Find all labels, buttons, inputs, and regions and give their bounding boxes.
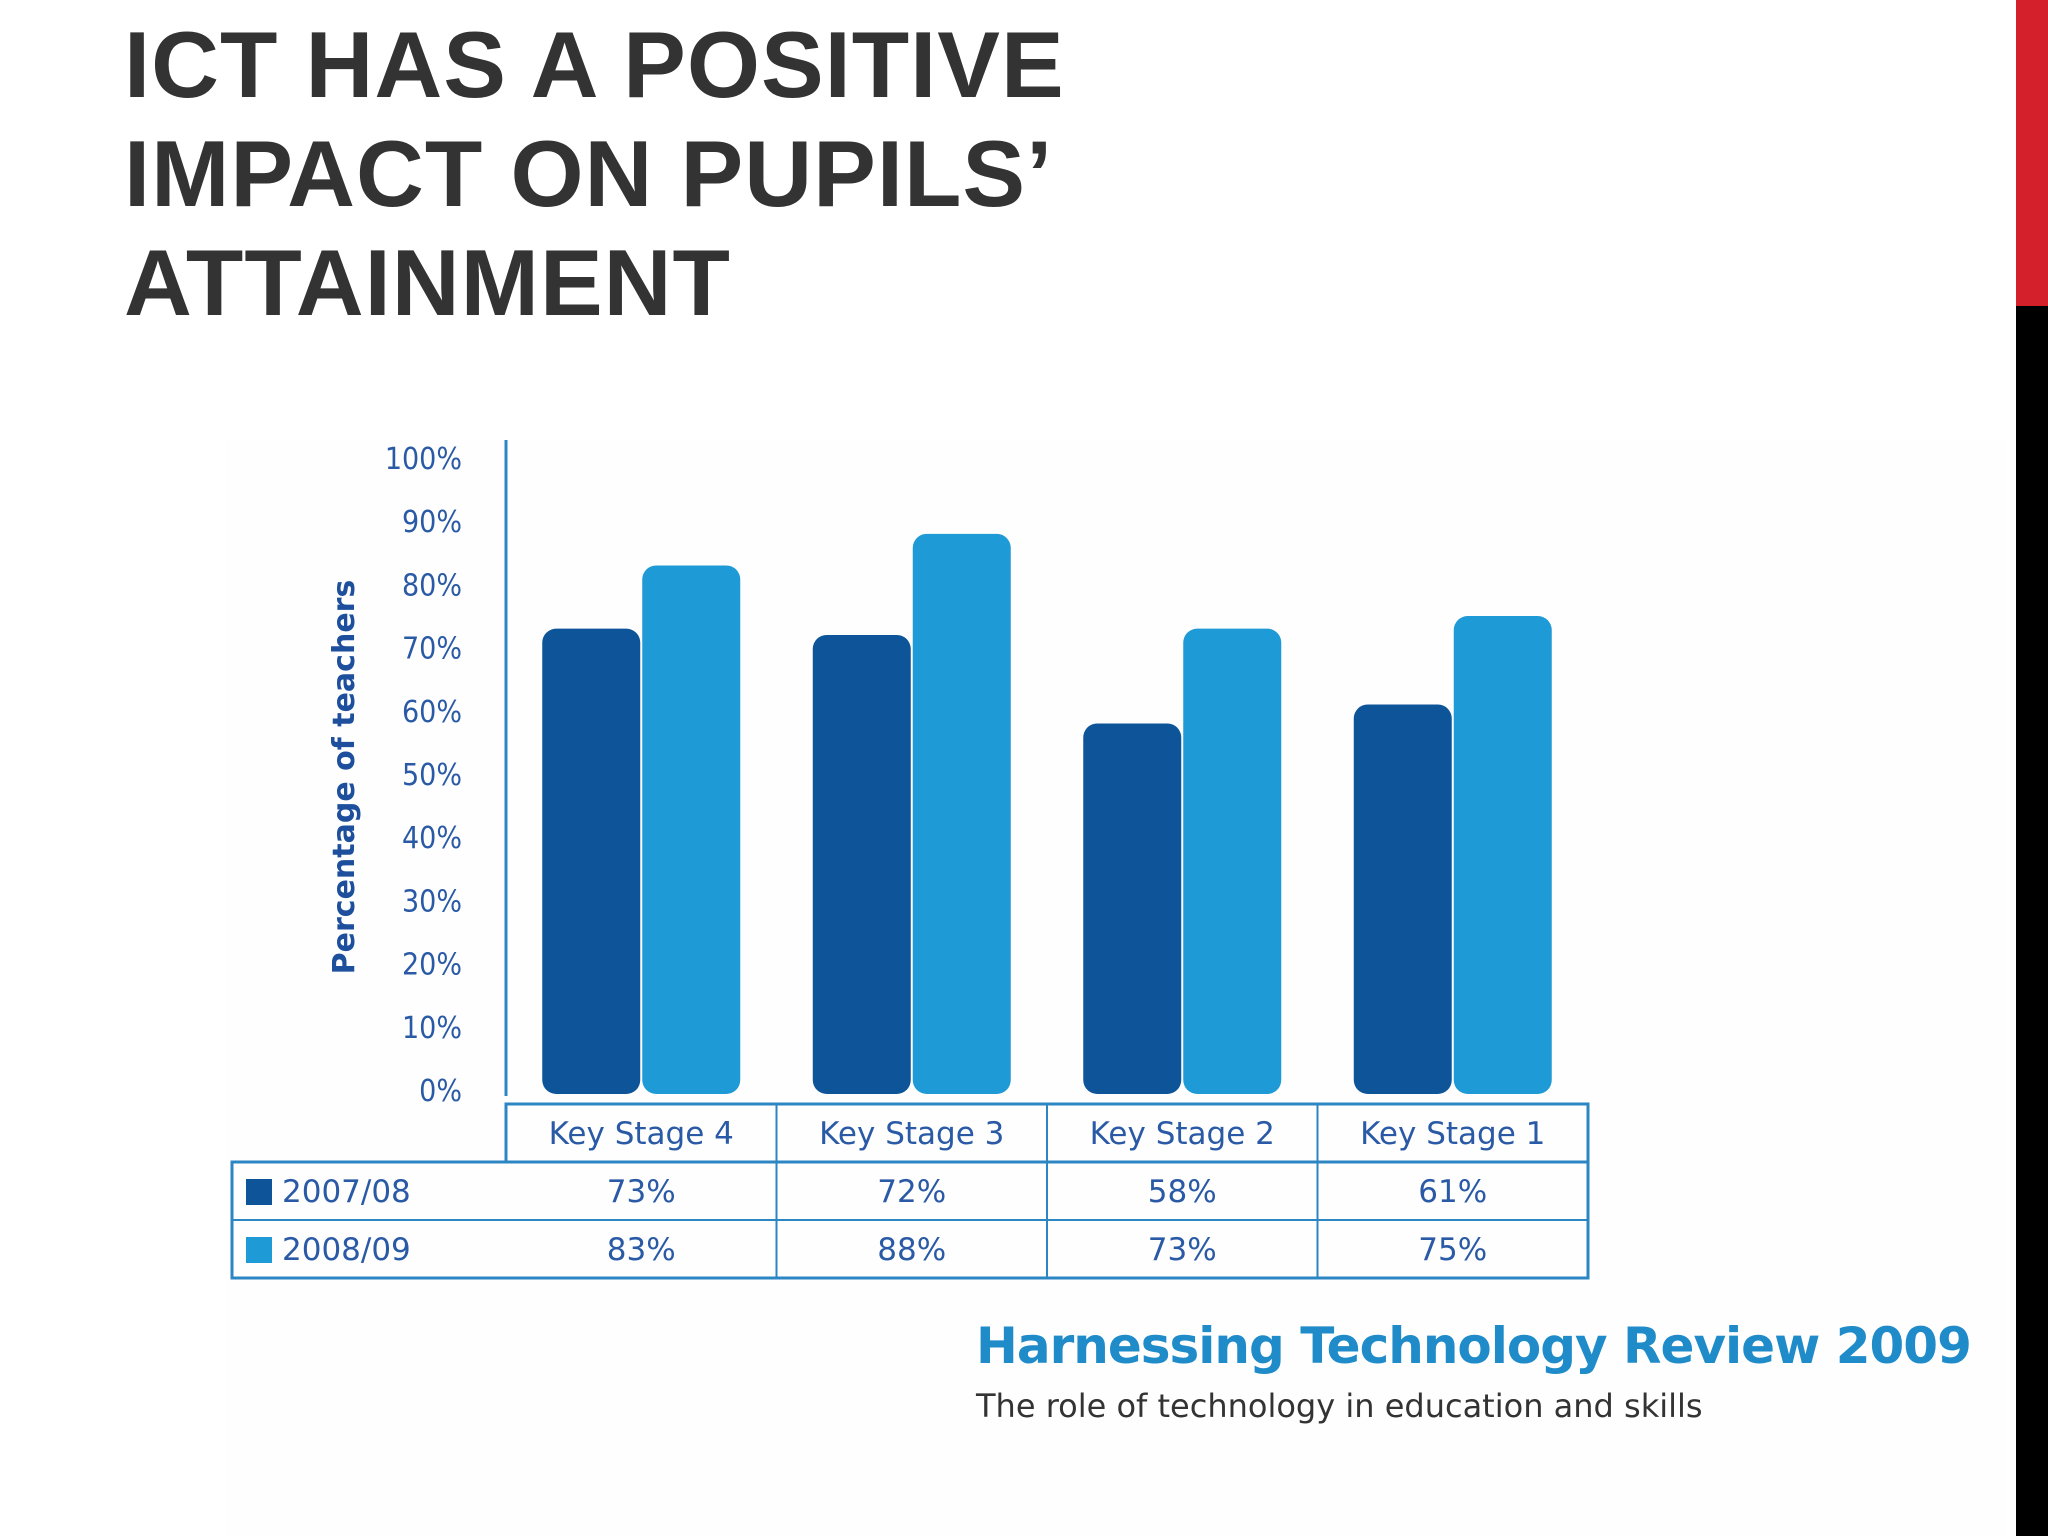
y-tick-label: 10% bbox=[402, 1011, 462, 1046]
legend-swatch bbox=[246, 1237, 272, 1263]
y-tick-label: 40% bbox=[402, 821, 462, 856]
y-tick-label: 80% bbox=[402, 568, 462, 603]
chart-panel: 0% 10% 20% 30% 40% 50% 60% 70% 80% 90% 100% Percent… bbox=[226, 440, 2006, 1536]
right-accent-red-block bbox=[2016, 0, 2048, 306]
legend-label: 2008/09 bbox=[282, 1232, 411, 1268]
legend-label: 2007/08 bbox=[282, 1174, 411, 1210]
bar-series1 bbox=[542, 628, 641, 1094]
y-tick-label: 90% bbox=[402, 505, 462, 540]
data-value-label: 83% bbox=[607, 1232, 676, 1268]
y-tick-label: 0% bbox=[419, 1074, 462, 1109]
y-axis-title: Percentage of teachers bbox=[327, 580, 362, 975]
y-tick-label: 70% bbox=[402, 632, 462, 667]
legend-swatch bbox=[246, 1179, 272, 1205]
bar-series1 bbox=[812, 634, 911, 1094]
y-tick-label: 60% bbox=[402, 695, 462, 730]
data-value-label: 88% bbox=[877, 1232, 946, 1268]
bar-series2 bbox=[1453, 616, 1552, 1094]
data-value-label: 73% bbox=[1148, 1232, 1217, 1268]
y-tick-label: 30% bbox=[402, 884, 462, 919]
bar-series1 bbox=[1353, 704, 1452, 1094]
x-category-label: Key Stage 1 bbox=[1360, 1116, 1545, 1152]
bar-series2 bbox=[642, 565, 741, 1094]
source-title: Harnessing Technology Review 2009 bbox=[976, 1317, 1972, 1375]
bar-series1 bbox=[1083, 723, 1182, 1094]
bar-series2 bbox=[1183, 628, 1282, 1094]
data-value-label: 61% bbox=[1418, 1174, 1487, 1210]
source-subtitle: The role of technology in education and … bbox=[976, 1387, 1703, 1425]
data-value-label: 72% bbox=[877, 1174, 946, 1210]
x-category-label: Key Stage 3 bbox=[819, 1116, 1004, 1152]
bar-chart: 0% 10% 20% 30% 40% 50% 60% 70% 80% 90% 100% Percent… bbox=[230, 440, 1590, 1280]
source-credit: Harnessing Technology Review 2009 The ro… bbox=[976, 1316, 1976, 1430]
y-tick-label: 20% bbox=[402, 948, 462, 983]
x-category-label: Key Stage 4 bbox=[549, 1116, 734, 1152]
data-value-label: 75% bbox=[1418, 1232, 1487, 1268]
y-tick-label: 50% bbox=[402, 758, 462, 793]
slide-title: ICT HAS A POSITIVE IMPACT ON PUPILS’ ATT… bbox=[124, 12, 1065, 335]
bar-series2 bbox=[912, 533, 1011, 1094]
y-tick-label: 100% bbox=[385, 442, 462, 477]
data-value-label: 58% bbox=[1148, 1174, 1217, 1210]
data-value-label: 73% bbox=[607, 1174, 676, 1210]
x-category-label: Key Stage 2 bbox=[1090, 1116, 1275, 1152]
